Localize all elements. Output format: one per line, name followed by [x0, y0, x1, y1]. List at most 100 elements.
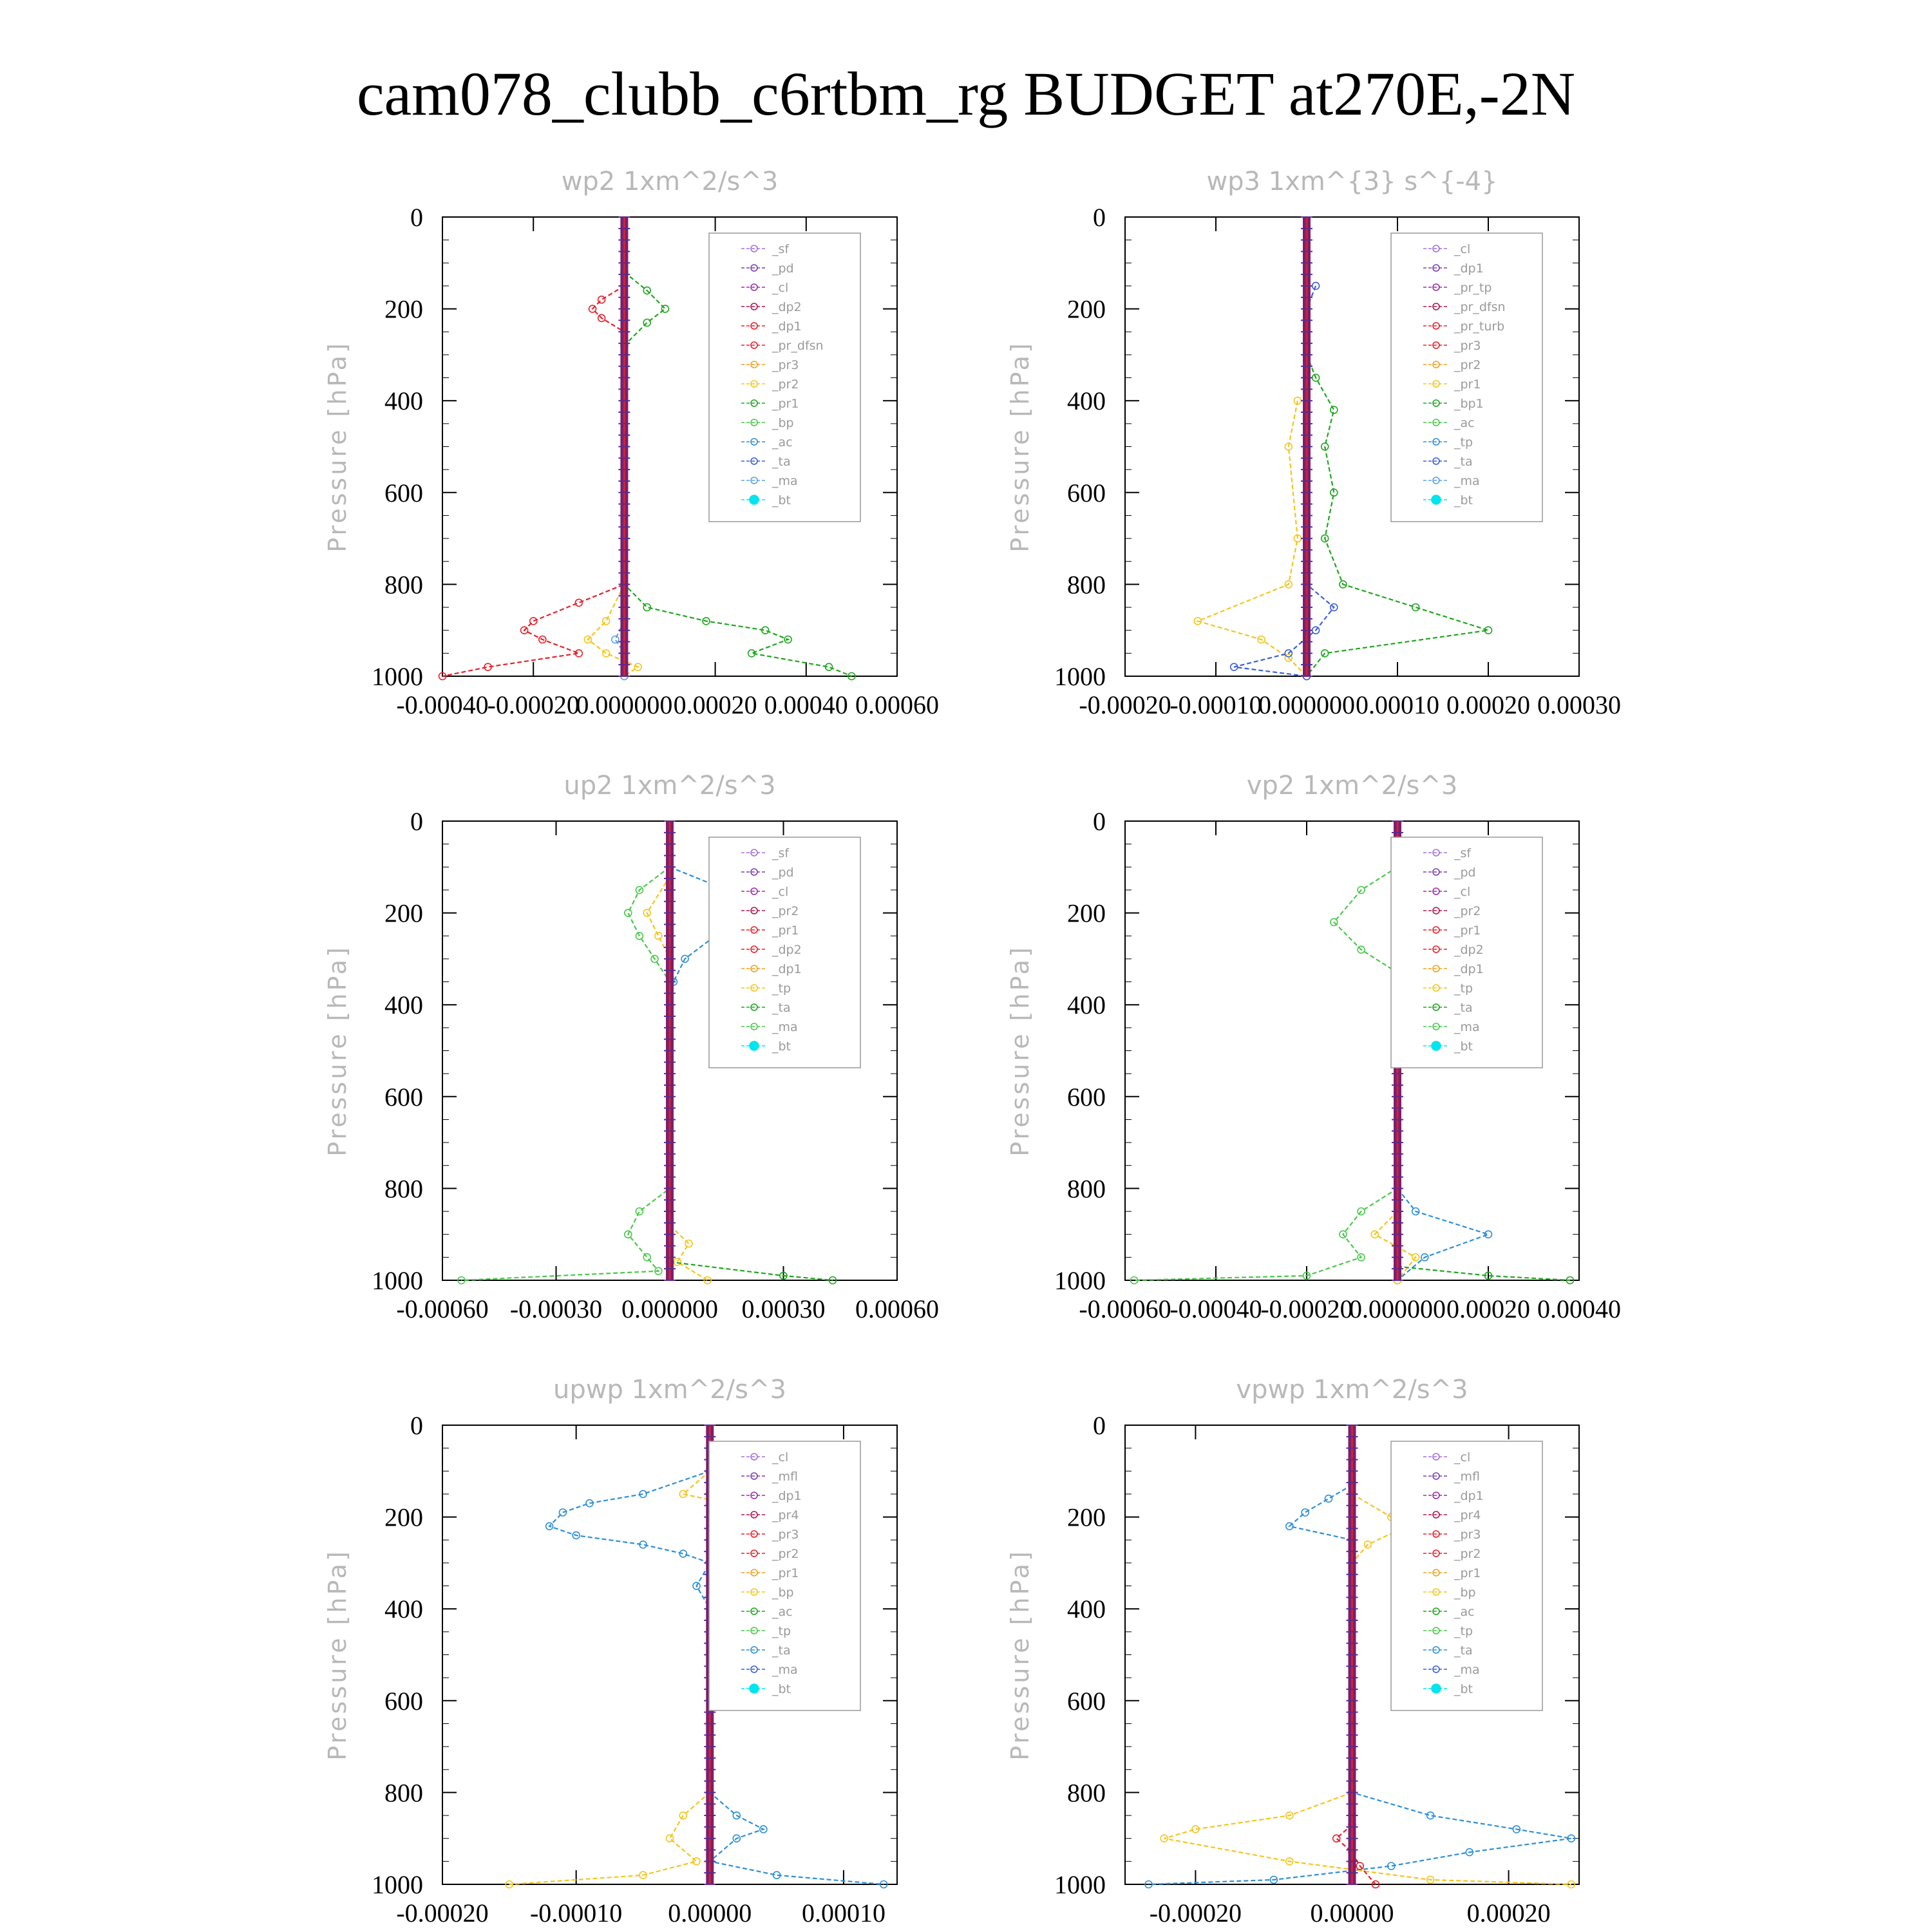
legend-label: _pr3: [772, 358, 799, 372]
series-line-dp1: [1134, 866, 1399, 1282]
series-point: [1330, 488, 1338, 497]
series-point: [654, 932, 663, 940]
y-tick-label: 400: [1067, 990, 1106, 1019]
series-point: [1284, 654, 1293, 662]
legend-marker: [750, 1003, 758, 1011]
legend-marker: [1432, 945, 1440, 953]
legend-label: _ta: [1454, 455, 1473, 469]
panel-title: up2 1xm^2/s^3: [564, 771, 775, 800]
y-tick-label: 800: [384, 1174, 423, 1203]
legend-marker: [1432, 965, 1440, 972]
series-point: [772, 1871, 781, 1879]
series-point: [574, 598, 583, 607]
series-point: [1229, 663, 1238, 671]
legend-marker: [1432, 457, 1440, 465]
legend-box: [708, 837, 861, 1068]
series-point: [1567, 1880, 1576, 1889]
legend-marker: [750, 1530, 758, 1538]
x-tick-label: 0.00020: [1446, 690, 1530, 719]
legend-marker: [1432, 849, 1440, 857]
legend-marker: [750, 361, 758, 368]
legend-marker: [1432, 1607, 1440, 1615]
legend-marker: [1432, 1646, 1440, 1654]
legend-label: _pr3: [1454, 1528, 1481, 1542]
y-tick-label: 400: [1067, 1595, 1106, 1624]
y-tick-label: 200: [384, 1503, 423, 1532]
series-line-pr2: [1195, 400, 1307, 677]
legend-label: _pr_turb: [1454, 319, 1504, 334]
series-point: [574, 649, 583, 658]
legend-label: _cl: [1454, 885, 1470, 899]
legend-marker: [1432, 1530, 1440, 1538]
legend-label: _ma: [1454, 474, 1480, 488]
series-point: [1357, 886, 1365, 895]
legend-marker: [1432, 1511, 1440, 1519]
series-point: [583, 635, 592, 644]
legend-marker: [1432, 283, 1440, 291]
series-point: [1302, 1271, 1311, 1280]
legend-label: _ta: [772, 1001, 791, 1015]
legend-marker: [750, 1549, 758, 1557]
legend-label: _bt: [772, 1682, 791, 1696]
series-point: [1387, 1862, 1396, 1870]
series-point: [703, 1276, 712, 1285]
legend-marker: [750, 907, 758, 914]
legend-marker: [750, 303, 758, 310]
legend-label: _dp1: [772, 962, 802, 976]
legend-marker: [749, 495, 759, 505]
series-point: [679, 1549, 688, 1558]
y-tick-label: 400: [1067, 386, 1106, 415]
series-point: [673, 1258, 682, 1266]
series-point: [585, 1499, 594, 1508]
legend-label: _ac: [1454, 416, 1475, 430]
series-line-pr2: [646, 876, 708, 1281]
series-point: [1191, 1825, 1200, 1833]
legend-label: _dp1: [772, 1489, 802, 1503]
legend-label: _sf: [772, 242, 790, 256]
series-point: [879, 1880, 888, 1889]
series-point: [545, 1522, 554, 1531]
y-tick-label: 600: [384, 1687, 423, 1716]
y-axis-label: Pressure [hPa]: [323, 341, 352, 553]
series-point: [1512, 1825, 1521, 1833]
legend-marker: [750, 984, 758, 992]
x-tick-label: 0.00000: [1311, 1899, 1394, 1927]
series-point: [732, 1834, 741, 1842]
y-tick-label: 0: [410, 203, 423, 232]
series-point: [1324, 1494, 1333, 1503]
series-point: [681, 954, 689, 963]
series-point: [1320, 649, 1329, 658]
legend-marker: [1432, 1472, 1440, 1480]
series-point: [643, 318, 652, 327]
y-tick-label: 600: [1067, 478, 1106, 507]
series-point: [639, 1540, 647, 1549]
x-tick-label: -0.00020: [396, 1899, 488, 1927]
legend-label: _cl: [1454, 1450, 1470, 1464]
legend-label: _pr3: [1454, 339, 1481, 353]
legend-label: _dp1: [1454, 261, 1484, 276]
y-tick-label: 800: [384, 1778, 423, 1807]
x-tick-label: 0.00000: [668, 1899, 752, 1927]
series-point: [1411, 1253, 1420, 1262]
legend-label: _pr1: [772, 397, 799, 411]
legend-label: _tp: [772, 1624, 791, 1638]
legend-marker: [750, 245, 758, 252]
legend-marker: [1432, 887, 1440, 895]
legend-marker: [750, 1472, 758, 1480]
legend-box: [1390, 1441, 1543, 1711]
series-point: [1411, 603, 1420, 612]
panel-title: wp2 1xm^2/s^3: [562, 167, 779, 196]
legend-label: _tp: [1454, 981, 1473, 996]
page-title: cam078_clubb_c6rtbm_rg BUDGET at270E,-2N: [356, 59, 1576, 128]
series-point: [643, 603, 652, 612]
series-point: [1330, 603, 1338, 612]
legend-box: [708, 1441, 861, 1711]
series-point: [665, 1834, 674, 1842]
y-tick-label: 600: [1067, 1083, 1106, 1112]
series-point: [572, 1531, 580, 1540]
panel-6: vpwp 1xm^2/s^3 Pressure [hPa] 0 200 400 600 80…: [1006, 1375, 1580, 1927]
y-tick-label: 0: [1093, 203, 1106, 232]
legend-label: _tp: [1454, 435, 1473, 450]
series-point: [1301, 1508, 1309, 1517]
series-point: [1484, 1271, 1493, 1280]
